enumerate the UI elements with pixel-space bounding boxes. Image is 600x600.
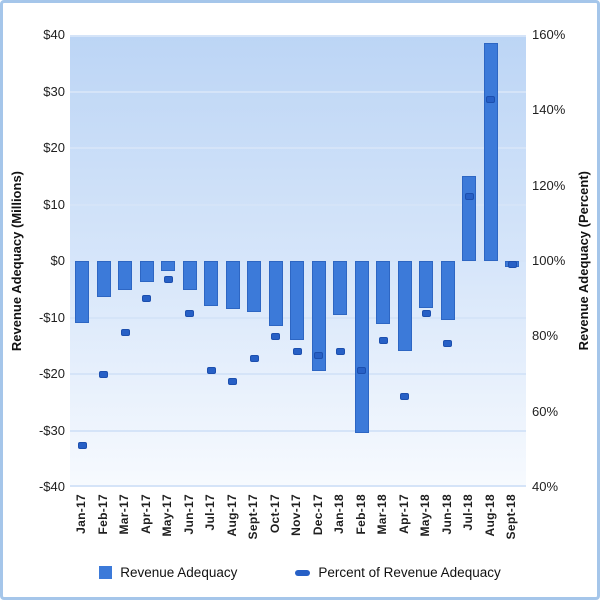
bar-revenue-adequacy xyxy=(397,261,412,352)
legend-label-percent-of-revenue-adequacy: Percent of Revenue Adequacy xyxy=(318,565,501,580)
x-axis-label: Feb-17 xyxy=(95,494,110,535)
bar-revenue-adequacy xyxy=(440,261,455,321)
bar-revenue-adequacy xyxy=(268,261,283,326)
y-axis-title-left: Revenue Adequacy (Millions) xyxy=(5,35,27,487)
y-axis-tick-left: -$40 xyxy=(38,479,65,494)
marker-percent-of-revenue-adequacy xyxy=(271,332,280,340)
bar-revenue-adequacy xyxy=(483,43,498,261)
x-axis-label: Mar-17 xyxy=(117,494,131,535)
x-axis-label: May-18 xyxy=(418,494,432,537)
marker-percent-of-revenue-adequacy xyxy=(292,347,302,355)
marker-percent-of-revenue-adequacy xyxy=(314,351,323,359)
y-axis-tick-left: -$30 xyxy=(38,422,65,438)
bar-revenue-adequacy xyxy=(182,261,197,291)
bar-revenue-adequacy xyxy=(139,261,154,283)
marker-percent-of-revenue-adequacy xyxy=(357,366,366,374)
marker-percent-of-revenue-adequacy xyxy=(77,442,87,450)
x-axis-label: Dec-17 xyxy=(310,494,325,536)
bar-revenue-adequacy xyxy=(290,261,304,341)
y-axis-title-right-text: Revenue Adequacy (Percent) xyxy=(575,171,591,351)
bar-revenue-adequacy xyxy=(462,176,476,261)
gridline xyxy=(70,485,526,487)
bar-revenue-adequacy xyxy=(118,261,132,291)
marker-percent-of-revenue-adequacy xyxy=(464,193,474,201)
marker-percent-of-revenue-adequacy xyxy=(486,95,495,103)
gridline xyxy=(70,90,526,93)
y-axis-tick-right: 100% xyxy=(532,253,566,268)
y-axis-tick-left: -$10 xyxy=(38,309,65,325)
y-axis-tick-left: $40 xyxy=(43,27,65,42)
marker-percent-of-revenue-adequacy xyxy=(249,355,259,363)
x-axis-label: Jul-18 xyxy=(461,494,475,531)
x-axis-label: Jun-17 xyxy=(181,494,196,535)
y-axis-tick-right: 140% xyxy=(532,102,566,118)
y-axis-tick-right: 40% xyxy=(532,479,559,494)
marker-percent-of-revenue-adequacy xyxy=(120,329,130,337)
x-axis-label: Jun-18 xyxy=(439,494,454,535)
marker-percent-of-revenue-adequacy xyxy=(335,347,345,355)
y-axis-title-right: Revenue Adequacy (Percent) xyxy=(571,35,595,487)
gridline xyxy=(70,35,526,37)
marker-percent-of-revenue-adequacy xyxy=(163,276,173,284)
y-axis-tick-left: $30 xyxy=(43,83,65,99)
marker-percent-of-revenue-adequacy xyxy=(206,366,216,374)
legend-label-revenue-adequacy: Revenue Adequacy xyxy=(120,565,238,580)
bar-revenue-adequacy xyxy=(204,261,218,307)
y-axis-tick-right: 120% xyxy=(532,177,566,193)
legend-item-revenue-adequacy: Revenue Adequacy xyxy=(99,565,237,580)
gridline xyxy=(70,147,526,149)
x-axis-label: Aug-18 xyxy=(482,494,497,537)
marker-percent-of-revenue-adequacy xyxy=(507,261,517,269)
legend-square-swatch-icon xyxy=(99,566,113,579)
y-axis-title-left-text: Revenue Adequacy (Millions) xyxy=(8,170,24,352)
legend: Revenue Adequacy Percent of Revenue Adeq… xyxy=(3,565,597,580)
y-axis-tick-left: -$20 xyxy=(38,366,65,381)
marker-percent-of-revenue-adequacy xyxy=(99,370,108,378)
x-axis-label: Jul-17 xyxy=(203,494,217,531)
bar-revenue-adequacy xyxy=(333,261,347,315)
x-axis-label: Apr-17 xyxy=(396,494,411,534)
y-axis-tick-left: $20 xyxy=(43,140,65,155)
x-axis-label: Mar-18 xyxy=(375,494,389,535)
gridline xyxy=(70,203,526,206)
legend-item-percent-of-revenue-adequacy: Percent of Revenue Adequacy xyxy=(295,565,501,580)
marker-percent-of-revenue-adequacy xyxy=(421,310,431,318)
x-axis-label: Sept-17 xyxy=(246,494,260,540)
y-axis-tick-right: 160% xyxy=(532,27,566,42)
x-axis-label: May-17 xyxy=(160,494,174,537)
gridline xyxy=(70,373,526,375)
bar-revenue-adequacy xyxy=(354,261,369,434)
marker-percent-of-revenue-adequacy xyxy=(185,310,194,318)
x-axis-label: Oct-17 xyxy=(267,494,282,534)
bar-revenue-adequacy xyxy=(96,261,111,297)
y-axis-tick-left: $0 xyxy=(50,253,65,268)
bar-revenue-adequacy xyxy=(75,261,89,324)
bar-revenue-adequacy xyxy=(376,261,390,325)
bar-revenue-adequacy xyxy=(161,261,175,272)
x-axis-label: Feb-18 xyxy=(353,494,368,535)
marker-percent-of-revenue-adequacy xyxy=(228,378,237,386)
marker-percent-of-revenue-adequacy xyxy=(142,295,151,303)
bar-revenue-adequacy xyxy=(419,261,433,308)
marker-percent-of-revenue-adequacy xyxy=(378,336,388,344)
bar-revenue-adequacy xyxy=(311,261,326,372)
x-axis-label: Apr-17 xyxy=(138,494,153,534)
plot-area xyxy=(70,35,526,487)
y-axis-tick-right: 80% xyxy=(532,328,559,344)
marker-percent-of-revenue-adequacy xyxy=(400,393,409,401)
x-axis-label: Jan-17 xyxy=(74,494,88,534)
y-axis-tick-right: 60% xyxy=(532,403,559,419)
marker-percent-of-revenue-adequacy xyxy=(443,340,452,348)
y-axis-tick-left: $10 xyxy=(43,196,65,212)
legend-dash-swatch-icon xyxy=(295,569,311,576)
x-axis-label: Aug-17 xyxy=(224,494,239,537)
x-axis-label: Sept-18 xyxy=(504,494,518,540)
bar-revenue-adequacy xyxy=(225,261,240,310)
bar-revenue-adequacy xyxy=(247,261,261,312)
gridline xyxy=(70,429,526,432)
x-axis-label: Nov-17 xyxy=(289,494,303,536)
x-axis-label: Jan-18 xyxy=(332,494,346,534)
